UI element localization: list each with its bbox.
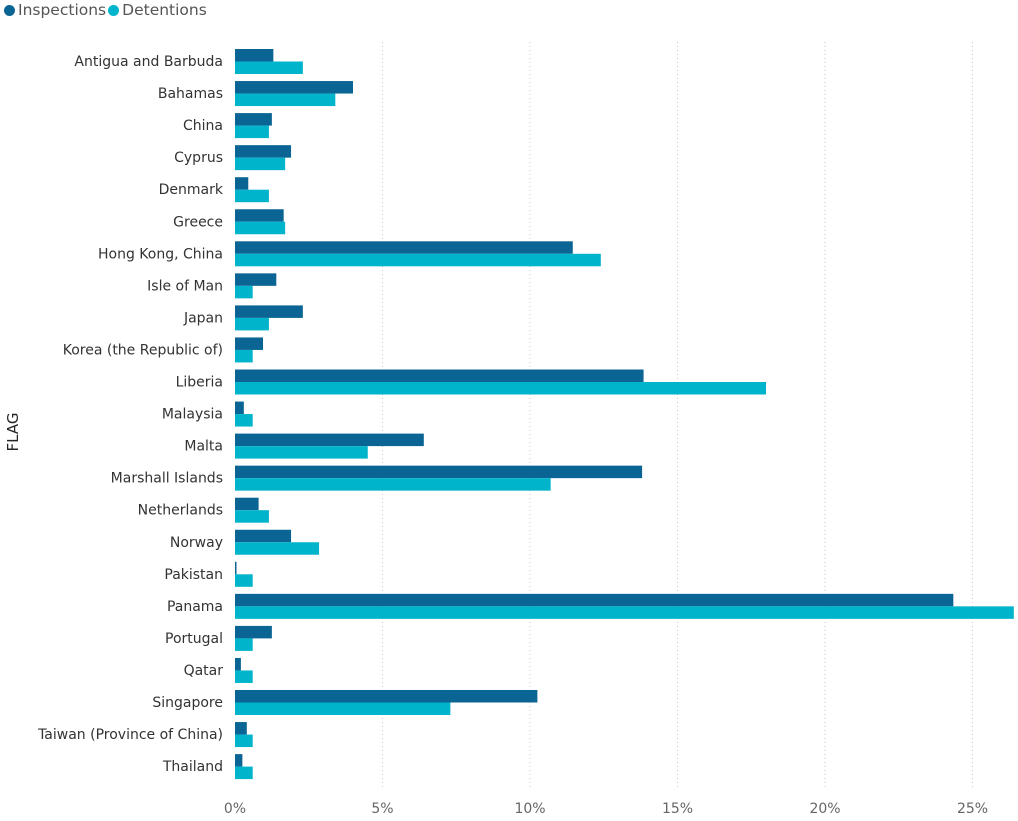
bar-inspections <box>235 337 264 350</box>
x-tick-label: 15% <box>662 801 693 817</box>
bar-detentions <box>235 606 1014 619</box>
bar-inspections <box>235 113 272 126</box>
y-tick-label: Antigua and Barbuda <box>74 54 223 70</box>
bar-inspections <box>235 722 247 735</box>
bar-detentions <box>235 414 253 427</box>
bar-inspections <box>235 529 292 543</box>
bar-detentions <box>235 542 320 555</box>
x-tick-label: 5% <box>371 801 393 817</box>
legend-marker-detentions <box>108 4 120 16</box>
bar-inspections <box>235 625 272 639</box>
bar-detentions <box>235 61 303 74</box>
x-tick-label: 10% <box>514 801 545 817</box>
y-tick-label: Norway <box>170 535 223 551</box>
y-tick-label: Denmark <box>159 182 224 198</box>
x-tick-label: 25% <box>957 801 988 817</box>
y-tick-label: Cyprus <box>174 150 223 166</box>
bar-inspections <box>235 49 274 62</box>
y-tick-label: Isle of Man <box>147 278 223 294</box>
bar-inspections <box>235 561 237 575</box>
y-tick-label: Taiwan (Province of China) <box>37 727 223 743</box>
bar-inspections <box>235 209 284 222</box>
bar-inspections <box>235 465 643 479</box>
bar-detentions <box>235 510 269 523</box>
y-tick-label: Marshall Islands <box>111 471 223 487</box>
bar-detentions <box>235 125 269 139</box>
legend-label-inspections: Inspections <box>18 1 107 19</box>
y-tick-label: Pakistan <box>164 567 223 583</box>
y-tick-label: Bahamas <box>158 86 223 102</box>
bar-detentions <box>235 638 253 651</box>
bar-detentions <box>235 189 269 203</box>
bar-inspections <box>235 305 303 318</box>
y-tick-label: Singapore <box>152 695 223 711</box>
y-tick-label: Qatar <box>184 663 224 679</box>
bar-inspections <box>235 177 249 190</box>
bar-inspections <box>235 145 292 158</box>
bar-inspections <box>235 401 244 415</box>
bar-inspections <box>235 657 241 671</box>
bar-detentions <box>235 93 336 107</box>
y-tick-label: China <box>183 118 223 134</box>
bar-detentions <box>235 478 551 491</box>
y-tick-label: Greece <box>173 214 223 230</box>
bar-inspections <box>235 754 243 767</box>
y-tick-label: Japan <box>183 310 223 326</box>
legend-marker-inspections <box>4 4 15 16</box>
bar-inspections <box>235 81 353 94</box>
y-tick-label: Netherlands <box>138 503 223 519</box>
bar-detentions <box>235 446 368 459</box>
y-tick-label: Panama <box>167 599 223 615</box>
y-tick-label: Korea (the Republic of) <box>63 342 223 358</box>
bar-detentions <box>235 702 451 715</box>
bar-detentions <box>235 766 253 780</box>
y-tick-label: Malaysia <box>162 407 223 423</box>
legend-item-detentions[interactable]: Detentions <box>108 1 207 19</box>
bar-inspections <box>235 690 538 703</box>
bar-inspections <box>235 593 954 607</box>
x-tick-label: 0% <box>224 801 246 817</box>
y-tick-label: Hong Kong, China <box>98 246 223 262</box>
y-tick-label: Portugal <box>165 631 223 647</box>
y-tick-label: Thailand <box>162 759 223 775</box>
bar-detentions <box>235 285 253 299</box>
legend-label-detentions: Detentions <box>122 1 207 19</box>
bar-inspections <box>235 273 277 286</box>
bar-detentions <box>235 574 253 587</box>
bar-detentions <box>235 382 766 395</box>
bar-detentions <box>235 157 286 171</box>
y-tick-label: Malta <box>184 439 223 455</box>
x-tick-label: 20% <box>809 801 840 817</box>
bar-inspections <box>235 369 644 382</box>
bar-inspections <box>235 433 424 447</box>
bar-detentions <box>235 670 253 683</box>
bar-detentions <box>235 221 286 235</box>
bar-inspections <box>235 241 573 254</box>
bar-detentions <box>235 317 269 331</box>
legend: Inspections Detentions <box>4 1 209 19</box>
bar-detentions <box>235 253 601 267</box>
legend-item-inspections[interactable]: Inspections <box>4 1 106 19</box>
bar-inspections <box>235 497 259 511</box>
bar-detentions <box>235 734 253 748</box>
y-tick-label: Liberia <box>176 375 223 391</box>
bar-detentions <box>235 349 253 363</box>
